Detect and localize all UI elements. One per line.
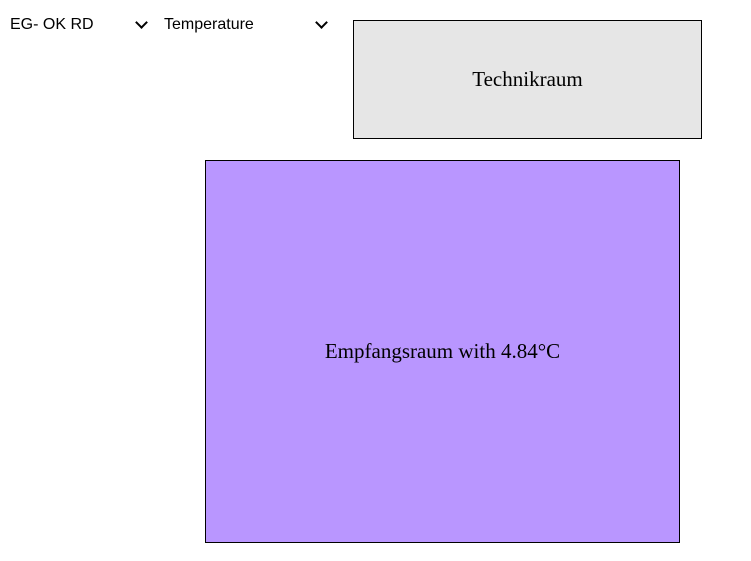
chevron-down-icon bbox=[315, 16, 328, 29]
chevron-down-icon bbox=[135, 16, 148, 29]
floor-select-value: EG- OK RD bbox=[10, 16, 94, 33]
room-empfangsraum[interactable]: Empfangsraum with 4.84°C bbox=[205, 160, 680, 543]
room-label: Technikraum bbox=[472, 67, 583, 91]
floor-select[interactable]: EG- OK RD bbox=[10, 15, 150, 35]
room-technikraum[interactable]: Technikraum bbox=[353, 20, 702, 139]
metric-select[interactable]: Temperature bbox=[164, 15, 334, 35]
metric-select-value: Temperature bbox=[164, 16, 254, 33]
room-label: Empfangsraum with 4.84°C bbox=[324, 339, 561, 363]
